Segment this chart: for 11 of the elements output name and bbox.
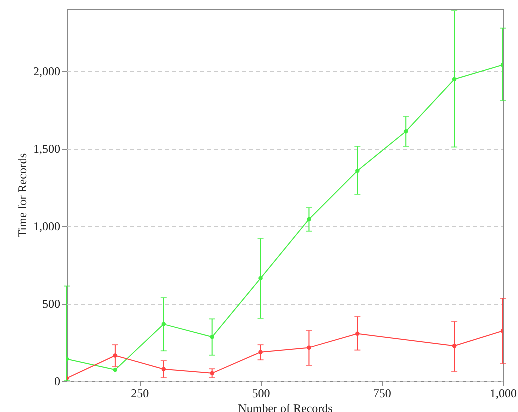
x-tick-label: 1,000 (490, 386, 517, 400)
y-tick-label: 2,000 (34, 64, 60, 78)
y-tick-label: 500 (42, 297, 60, 311)
y-tick-label: 0 (54, 374, 60, 388)
y-tick-label: 1,000 (34, 220, 60, 234)
point (113, 368, 118, 372)
x-tick-label: 500 (252, 386, 270, 400)
x-tick-label: 250 (131, 386, 150, 400)
y-axis-title: Time for Records (16, 153, 30, 238)
x-tick-label: 750 (373, 386, 392, 400)
y-tick-label: 1,500 (34, 142, 60, 156)
